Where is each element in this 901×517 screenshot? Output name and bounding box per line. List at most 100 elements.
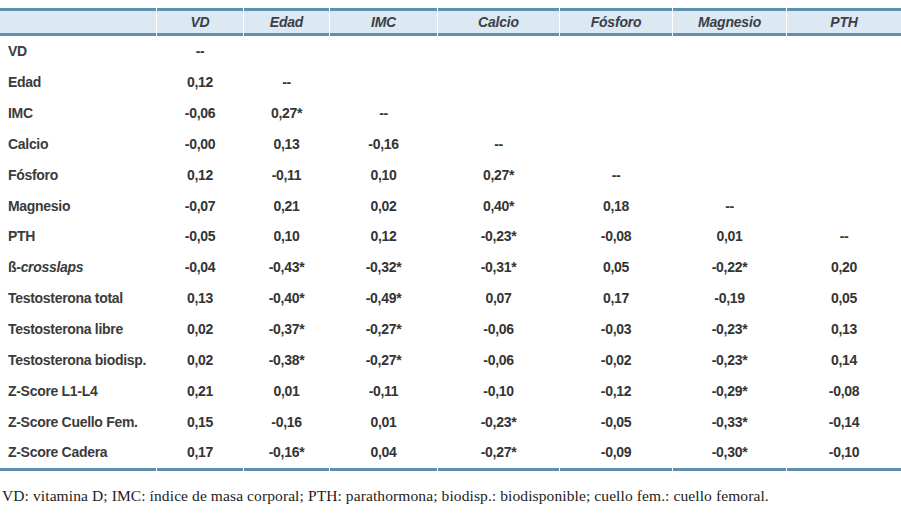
correlation-cell bbox=[560, 98, 672, 129]
correlation-cell: -0,33* bbox=[673, 406, 786, 437]
table-row: Z-Score L1-L40,210,01-0,11-0,10-0,12-0,2… bbox=[0, 375, 901, 406]
correlation-cell: -0,11 bbox=[244, 159, 329, 190]
correlation-cell: -0,16 bbox=[330, 129, 437, 160]
correlation-cell: -- bbox=[787, 221, 901, 252]
correlation-cell: 0,17 bbox=[157, 437, 243, 468]
correlation-cell: 0,05 bbox=[787, 283, 901, 314]
correlation-cell: 0,14 bbox=[787, 344, 901, 375]
correlation-cell: 0,21 bbox=[157, 375, 243, 406]
correlation-cell: 0,01 bbox=[330, 406, 437, 437]
correlation-cell: 0,10 bbox=[330, 159, 437, 190]
table-row: ß-crosslaps-0,04-0,43*-0,32*-0,31*0,05-0… bbox=[0, 252, 901, 283]
column-header: PTH bbox=[787, 8, 901, 36]
correlation-cell: -0,23* bbox=[673, 344, 786, 375]
table-row: PTH-0,050,100,12-0,23*-0,080,01-- bbox=[0, 221, 901, 252]
correlation-cell bbox=[787, 129, 901, 160]
correlation-cell: -0,04 bbox=[157, 252, 243, 283]
row-label: Testosterona biodisp. bbox=[0, 344, 156, 375]
column-header: Fósforo bbox=[560, 8, 672, 36]
bottom-rule-segment bbox=[0, 468, 156, 471]
correlation-cell bbox=[438, 67, 559, 98]
column-header-empty bbox=[0, 8, 156, 36]
correlation-cell: -0,10 bbox=[438, 375, 559, 406]
correlation-cell bbox=[330, 67, 437, 98]
column-header: Calcio bbox=[438, 8, 559, 36]
correlation-cell: 0,15 bbox=[157, 406, 243, 437]
correlation-cell: 0,02 bbox=[330, 190, 437, 221]
correlation-cell: -0,07 bbox=[157, 190, 243, 221]
bottom-rule-segment bbox=[438, 468, 559, 471]
correlation-cell bbox=[673, 36, 786, 67]
correlation-cell: -0,23* bbox=[673, 314, 786, 345]
row-label: ß-crosslaps bbox=[0, 252, 156, 283]
bottom-rule-segment bbox=[330, 468, 437, 471]
correlation-cell: -0,12 bbox=[560, 375, 672, 406]
bottom-rule-segment bbox=[673, 468, 786, 471]
row-label-part: crosslaps bbox=[21, 259, 84, 275]
correlation-cell: 0,12 bbox=[330, 221, 437, 252]
correlation-cell: -- bbox=[330, 98, 437, 129]
table-row: Z-Score Cuello Fem.0,15-0,160,01-0,23*-0… bbox=[0, 406, 901, 437]
table-footnote: VD: vitamina D; IMC: índice de masa corp… bbox=[0, 487, 901, 505]
correlation-cell: 0,27* bbox=[438, 159, 559, 190]
correlation-cell: -0,06 bbox=[438, 344, 559, 375]
correlation-cell: -0,27* bbox=[330, 314, 437, 345]
correlation-cell: -0,08 bbox=[787, 375, 901, 406]
row-label: Z-Score Cadera bbox=[0, 437, 156, 468]
correlation-cell: 0,40* bbox=[438, 190, 559, 221]
correlation-cell: -0,40* bbox=[244, 283, 329, 314]
correlation-cell: 0,12 bbox=[157, 159, 243, 190]
correlation-cell: -0,43* bbox=[244, 252, 329, 283]
correlation-cell: 0,18 bbox=[560, 190, 672, 221]
correlation-cell: -- bbox=[244, 67, 329, 98]
row-label: Testosterona libre bbox=[0, 314, 156, 345]
page: VDEdadIMCCalcioFósforoMagnesioPTH VD--Ed… bbox=[0, 0, 901, 517]
correlation-cell: 0,12 bbox=[157, 67, 243, 98]
correlation-cell: -0,30* bbox=[673, 437, 786, 468]
correlation-cell: -0,37* bbox=[244, 314, 329, 345]
correlation-cell bbox=[330, 36, 437, 67]
correlation-cell: -- bbox=[157, 36, 243, 67]
correlation-cell: 0,02 bbox=[157, 344, 243, 375]
correlation-cell: -0,29* bbox=[673, 375, 786, 406]
correlation-cell: 0,10 bbox=[244, 221, 329, 252]
column-header: Magnesio bbox=[673, 8, 786, 36]
correlation-cell bbox=[438, 36, 559, 67]
table-row: Testosterona libre0,02-0,37*-0,27*-0,06-… bbox=[0, 314, 901, 345]
correlation-cell: -0,05 bbox=[157, 221, 243, 252]
correlation-cell: -0,27* bbox=[330, 344, 437, 375]
correlation-cell: 0,04 bbox=[330, 437, 437, 468]
correlation-cell bbox=[787, 159, 901, 190]
table-body: VD--Edad0,12--IMC-0,060,27*--Calcio-0,00… bbox=[0, 36, 901, 468]
correlation-cell: 0,01 bbox=[673, 221, 786, 252]
row-label: VD bbox=[0, 36, 156, 67]
correlation-cell: 0,20 bbox=[787, 252, 901, 283]
bottom-rule-segment bbox=[787, 468, 901, 471]
correlation-cell: -- bbox=[673, 190, 786, 221]
correlation-cell bbox=[560, 129, 672, 160]
bottom-rule-segment bbox=[244, 468, 329, 471]
correlation-cell bbox=[787, 36, 901, 67]
correlation-cell: -0,00 bbox=[157, 129, 243, 160]
row-label: Testosterona total bbox=[0, 283, 156, 314]
correlation-cell: -0,03 bbox=[560, 314, 672, 345]
bottom-rule-segment bbox=[560, 468, 672, 471]
correlation-cell: 0,01 bbox=[244, 375, 329, 406]
column-header: Edad bbox=[244, 8, 329, 36]
correlation-cell: -0,16* bbox=[244, 437, 329, 468]
correlation-cell: -0,32* bbox=[330, 252, 437, 283]
correlation-cell bbox=[787, 98, 901, 129]
correlation-cell: 0,13 bbox=[244, 129, 329, 160]
correlation-cell bbox=[673, 159, 786, 190]
column-header: VD bbox=[157, 8, 243, 36]
table-row: Testosterona total0,13-0,40*-0,49*0,070,… bbox=[0, 283, 901, 314]
row-label: Z-Score L1-L4 bbox=[0, 375, 156, 406]
correlation-cell: 0,21 bbox=[244, 190, 329, 221]
correlation-cell: 0,13 bbox=[157, 283, 243, 314]
correlation-cell: -0,08 bbox=[560, 221, 672, 252]
row-label-part: ß- bbox=[8, 259, 21, 275]
correlation-cell: -0,10 bbox=[787, 437, 901, 468]
table-header-row: VDEdadIMCCalcioFósforoMagnesioPTH bbox=[0, 8, 901, 36]
table-row: Magnesio-0,070,210,020,40*0,18-- bbox=[0, 190, 901, 221]
table-row: IMC-0,060,27*-- bbox=[0, 98, 901, 129]
